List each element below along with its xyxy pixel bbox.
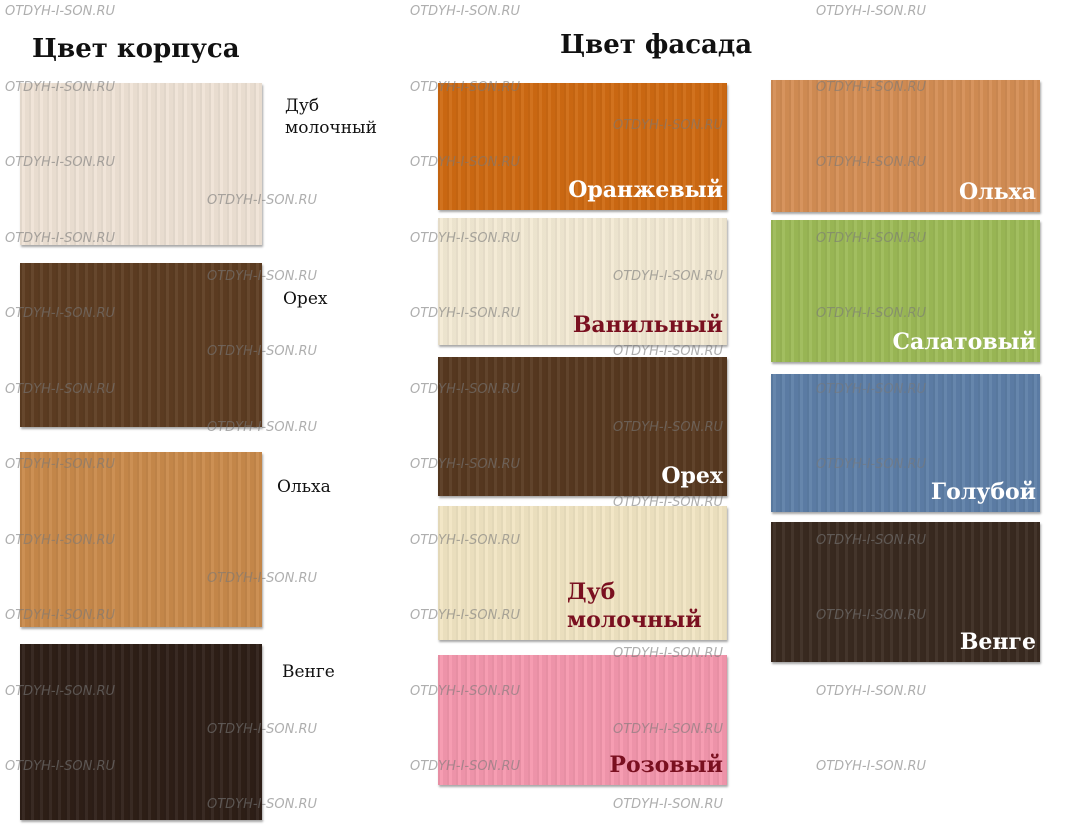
watermark: OTDYH-I-SON.RU	[5, 4, 116, 19]
facade-swatch-label: Дуб молочный	[567, 579, 702, 633]
facade-swatch-label: Ольха	[959, 179, 1036, 205]
watermark: OTDYH-I-SON.RU	[816, 683, 927, 699]
facade-color-title: Цвет фасада	[560, 30, 753, 60]
watermark: OTDYH-I-SON.RU	[816, 759, 927, 774]
facade-swatch-label: Ванильный	[572, 312, 723, 338]
body-color-title: Цвет корпуса	[32, 34, 240, 64]
facade-swatch: Дуб молочный	[438, 506, 727, 640]
body-swatch-label: Дуб молочный	[285, 96, 377, 138]
facade-swatch-label: Орех	[661, 463, 723, 489]
watermark: OTDYH-I-SON.RU	[816, 4, 927, 19]
facade-swatch: Орех	[438, 357, 727, 496]
facade-swatch: Оранжевый	[438, 83, 727, 210]
body-swatch	[20, 644, 262, 820]
facade-swatch: Салатовый	[771, 220, 1040, 362]
facade-swatch-label: Оранжевый	[568, 177, 723, 203]
facade-swatch-label: Розовый	[609, 752, 723, 778]
facade-swatch: Голубой	[771, 374, 1040, 512]
body-swatch-label: Венге	[282, 662, 335, 682]
facade-swatch-label: Салатовый	[892, 329, 1037, 355]
body-swatch	[20, 263, 262, 427]
body-swatch	[20, 83, 262, 245]
facade-swatch-label: Голубой	[930, 479, 1036, 505]
facade-swatch: Ольха	[771, 80, 1040, 212]
facade-swatch-label: Венге	[959, 629, 1036, 655]
facade-swatch: Ванильный	[438, 218, 727, 345]
facade-swatch: Розовый	[438, 655, 727, 785]
body-swatch-label: Ольха	[277, 477, 331, 497]
watermark: OTDYH-I-SON.RU	[410, 4, 521, 19]
body-swatch	[20, 452, 262, 627]
facade-swatch: Венге	[771, 522, 1040, 662]
watermark: OTDYH-I-SON.RU	[613, 797, 724, 812]
body-swatch-label: Орех	[283, 289, 328, 309]
